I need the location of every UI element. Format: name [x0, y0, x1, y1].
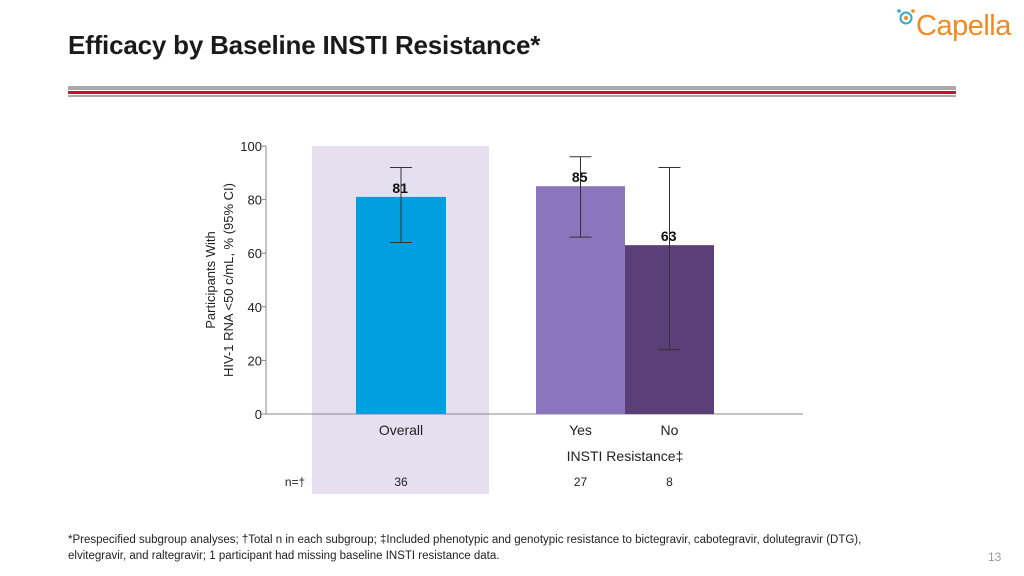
y-tick-label: 0 — [255, 407, 262, 422]
header-rule-red — [68, 91, 956, 94]
page-number: 13 — [988, 550, 1002, 564]
y-axis-label-line2: HIV-1 RNA <50 c/mL, % (95% CI) — [221, 183, 236, 377]
category-label: Overall — [379, 422, 423, 438]
y-tick-label: 60 — [248, 246, 262, 261]
y-axis-label-line1: Participants With — [203, 231, 218, 329]
header-rule-bottom — [68, 95, 956, 97]
footnote-line-2: elvitegravir, and raltegravir; 1 partici… — [68, 550, 500, 562]
n-value-label: 36 — [394, 475, 408, 489]
header-rule-top — [68, 86, 956, 90]
n-value-label: 27 — [574, 475, 588, 489]
logo-text: Capella — [916, 10, 1011, 42]
y-tick-label: 80 — [248, 193, 262, 208]
y-tick-label: 100 — [240, 139, 262, 154]
slide-title: Efficacy by Baseline INSTI Resistance* — [68, 30, 541, 60]
insti-resistance-group-label: INSTI Resistance‡ — [567, 448, 684, 464]
capella-logo-icon — [897, 9, 915, 25]
labels: 81 Overall 36 85 Yes 27 63 No 8 — [379, 169, 679, 489]
category-label: Yes — [569, 422, 592, 438]
y-tick-label: 20 — [248, 353, 262, 368]
bar-value-label: 63 — [661, 228, 677, 244]
n-value-label: 8 — [666, 475, 673, 489]
n-prefix-label: n=† — [285, 475, 305, 489]
footnote: *Prespecified subgroup analyses; †Total … — [68, 532, 948, 564]
bar-value-label: 81 — [392, 180, 408, 196]
bars — [356, 156, 714, 414]
bar-value-label: 85 — [572, 169, 588, 185]
category-label: No — [661, 422, 679, 438]
y-tick-label: 40 — [248, 300, 262, 315]
footnote-line-1: *Prespecified subgroup analyses; †Total … — [68, 534, 862, 546]
